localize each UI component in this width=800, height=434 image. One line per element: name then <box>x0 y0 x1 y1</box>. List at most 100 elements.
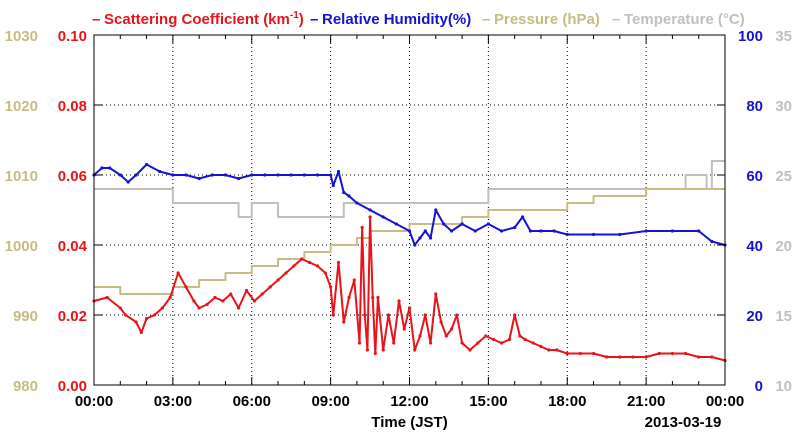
y-tick-label-pressure: 1030 <box>5 28 38 45</box>
series-point-humidity <box>513 225 517 230</box>
series-point-scattering <box>683 351 688 356</box>
series-point-humidity <box>289 173 293 177</box>
series-point-scattering <box>139 330 143 335</box>
series-point-scattering <box>221 299 225 303</box>
series-point-scattering <box>547 348 551 352</box>
series-point-scattering <box>368 215 372 219</box>
y-tick-label-scattering: 0.06 <box>58 168 87 185</box>
series-point-humidity <box>184 173 188 177</box>
y-tick-label-humidity: 0 <box>755 378 763 395</box>
series-point-humidity <box>618 232 622 237</box>
series-point-scattering <box>428 341 433 345</box>
series-point-scattering <box>244 288 249 293</box>
legend-humidity-dash: – <box>310 11 318 28</box>
series-point-humidity <box>434 208 438 212</box>
series-point-scattering <box>152 313 157 317</box>
y-tick-label-pressure: 1000 <box>5 238 38 255</box>
series-point-scattering <box>363 313 367 317</box>
y-tick-label-scattering: 0.10 <box>58 28 87 45</box>
series-point-scattering <box>371 295 375 300</box>
series-point-humidity <box>394 222 398 226</box>
series-point-scattering <box>591 351 596 356</box>
y-tick-label-scattering: 0.00 <box>58 378 87 395</box>
series-point-scattering <box>252 299 256 303</box>
legend-temperature: Temperature (°C) <box>624 11 745 28</box>
series-point-humidity <box>315 173 320 177</box>
series-point-humidity <box>197 176 201 181</box>
series-point-humidity <box>237 176 241 181</box>
axes-layer: 00:00 03:00 06:00 09:00 12:00 15:00 18:00 21:00… <box>5 28 792 410</box>
series-point-scattering <box>134 320 138 324</box>
legend-scattering: Scattering Coefficient (km-1) <box>104 10 304 28</box>
series-point-humidity <box>423 229 427 233</box>
series-point-humidity <box>499 229 504 233</box>
series-point-scattering <box>434 292 438 296</box>
series-point-scattering <box>397 299 401 303</box>
series-point-humidity <box>539 229 543 233</box>
x-tick-label: 03:00 <box>154 393 192 410</box>
series-line-pressure <box>94 188 725 295</box>
series-point-humidity <box>342 190 346 195</box>
grid-lines <box>94 35 725 385</box>
series-point-scattering <box>439 320 443 324</box>
series-point-humidity <box>108 166 112 170</box>
date-label: 2013-03-19 <box>645 414 722 431</box>
series-point-scattering <box>444 334 448 338</box>
series-point-humidity <box>210 173 214 177</box>
series-point-scattering <box>539 344 543 349</box>
series-point-humidity <box>223 173 228 177</box>
series-point-scattering <box>710 355 714 359</box>
series-point-scattering <box>460 341 464 345</box>
y-tick-label-humidity: 20 <box>746 308 763 325</box>
y-tick-label-humidity: 40 <box>746 238 763 255</box>
series-point-humidity <box>171 173 175 177</box>
y-tick-label-temperature: 20 <box>775 238 792 255</box>
series-point-humidity <box>591 232 596 237</box>
series-point-humidity <box>126 180 130 184</box>
series-point-humidity <box>302 173 306 177</box>
series-point-humidity <box>134 173 138 177</box>
series-point-humidity <box>565 232 569 237</box>
series-point-humidity <box>331 183 335 188</box>
series-point-scattering <box>260 292 264 296</box>
series-point-humidity <box>355 201 359 205</box>
series-point-scattering <box>392 341 396 345</box>
series-point-scattering <box>455 313 459 317</box>
y-tick-label-scattering: 0.02 <box>58 308 87 325</box>
y-tick-label-scattering: 0.08 <box>58 98 87 115</box>
series-point-scattering <box>184 285 188 289</box>
series-point-scattering <box>376 295 380 300</box>
series-point-scattering <box>237 306 241 310</box>
series-point-humidity <box>428 236 433 240</box>
series-point-scattering <box>192 299 196 303</box>
series-point-humidity <box>276 173 280 177</box>
series-point-scattering <box>323 271 327 275</box>
series-point-scattering <box>197 306 201 310</box>
x-tick-label: 09:00 <box>311 393 349 410</box>
series-line-scattering <box>93 216 726 362</box>
series-point-scattering <box>555 348 559 352</box>
series-point-scattering <box>449 327 454 331</box>
series-point-humidity <box>442 222 446 226</box>
series-point-scattering <box>213 295 217 300</box>
series-point-humidity <box>347 194 351 198</box>
y-tick-label-humidity: 80 <box>746 98 763 115</box>
x-tick-label: 00:00 <box>75 393 113 410</box>
y-tick-label-temperature: 35 <box>775 28 792 45</box>
series-point-scattering <box>365 348 370 352</box>
series-point-humidity <box>263 173 267 177</box>
series-point-humidity <box>418 236 422 240</box>
series-point-scattering <box>407 306 412 310</box>
series-point-humidity <box>250 173 254 177</box>
x-tick-label: 18:00 <box>548 393 586 410</box>
x-axis-label: Time (JST) <box>371 414 447 431</box>
series-point-scattering <box>357 341 362 345</box>
series-point-humidity <box>368 208 372 212</box>
series-point-scattering <box>657 351 661 356</box>
series-point-humidity <box>413 243 417 247</box>
series-point-humidity <box>473 229 477 233</box>
series-point-humidity <box>644 229 648 233</box>
series-point-humidity <box>449 229 454 233</box>
y-tick-label-scattering: 0.04 <box>58 238 88 255</box>
series-point-humidity <box>460 222 464 226</box>
